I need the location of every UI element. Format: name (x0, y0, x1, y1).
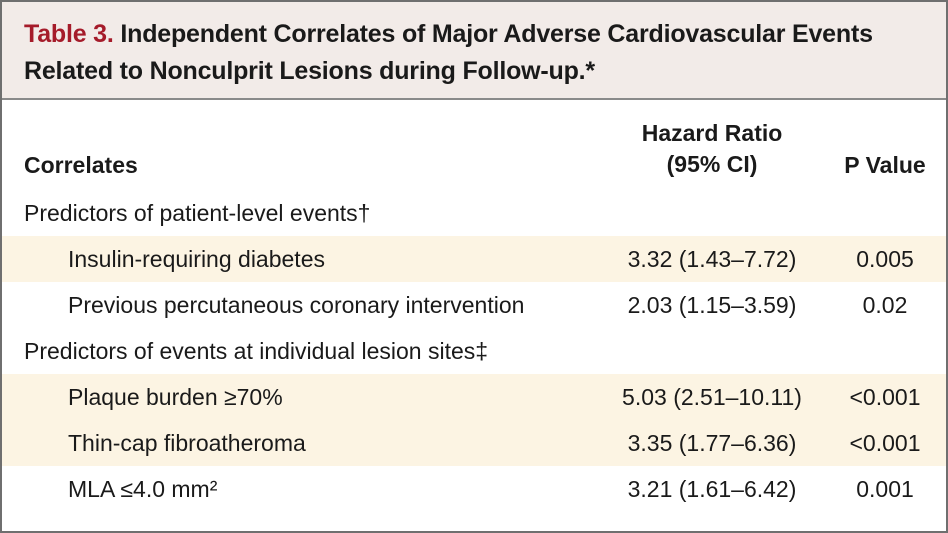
table-row: MLA ≤4.0 mm² 3.21 (1.61–6.42) 0.001 (2, 466, 946, 512)
column-header-p-value: P Value (844, 152, 926, 178)
table-row: Plaque burden ≥70% 5.03 (2.51–10.11) <0.00… (2, 374, 946, 420)
column-header-correlates: Correlates (24, 152, 138, 178)
hazard-ratio-cell: 3.35 (1.77–6.36) (627, 430, 797, 456)
table-number: Table 3. (24, 20, 114, 48)
section-row: Predictors of events at individual lesio… (2, 328, 946, 374)
hazard-ratio-cell: 3.21 (1.61–6.42) (627, 476, 797, 502)
section-label: Predictors of events at individual lesio… (24, 338, 489, 364)
hazard-ratio-cell: 5.03 (2.51–10.11) (622, 384, 802, 410)
hazard-ratio-cell: 3.32 (1.43–7.72) (627, 246, 797, 272)
correlate-label: Thin-cap fibroatheroma (68, 430, 306, 456)
correlate-label: MLA ≤4.0 mm² (68, 476, 218, 502)
table-row: Previous percutaneous coronary intervent… (2, 282, 946, 328)
correlate-label: Previous percutaneous coronary intervent… (68, 292, 525, 318)
column-header-hazard-ratio: Hazard Ratio (95% CI) (602, 118, 822, 180)
p-value-cell: <0.001 (849, 430, 921, 456)
column-header-hazard-ratio-line1: Hazard Ratio (641, 120, 783, 146)
table-row: Insulin-requiring diabetes 3.32 (1.43–7.7… (2, 236, 946, 282)
table-title: Table 3. Independent Correlates of Major… (24, 16, 926, 90)
correlate-label: Plaque burden ≥70% (68, 384, 283, 410)
section-label: Predictors of patient-level events† (24, 200, 371, 226)
table-title-line1: Independent Correlates of Major Adverse … (120, 20, 873, 48)
table-title-line2: Related to Nonculprit Lesions during Fol… (24, 57, 595, 85)
p-value-cell: 0.001 (856, 476, 914, 502)
p-value-cell: 0.005 (856, 246, 914, 272)
table-header: Table 3. Independent Correlates of Major… (2, 2, 946, 100)
hazard-ratio-cell: 2.03 (1.15–3.59) (627, 292, 797, 318)
p-value-cell: <0.001 (849, 384, 921, 410)
column-header-hazard-ratio-line2: (95% CI) (666, 151, 758, 177)
section-row: Predictors of patient-level events† (2, 190, 946, 236)
p-value-cell: 0.02 (862, 292, 908, 318)
correlate-label: Insulin-requiring diabetes (68, 246, 325, 272)
table-row: Thin-cap fibroatheroma 3.35 (1.77–6.36) <0… (2, 420, 946, 466)
